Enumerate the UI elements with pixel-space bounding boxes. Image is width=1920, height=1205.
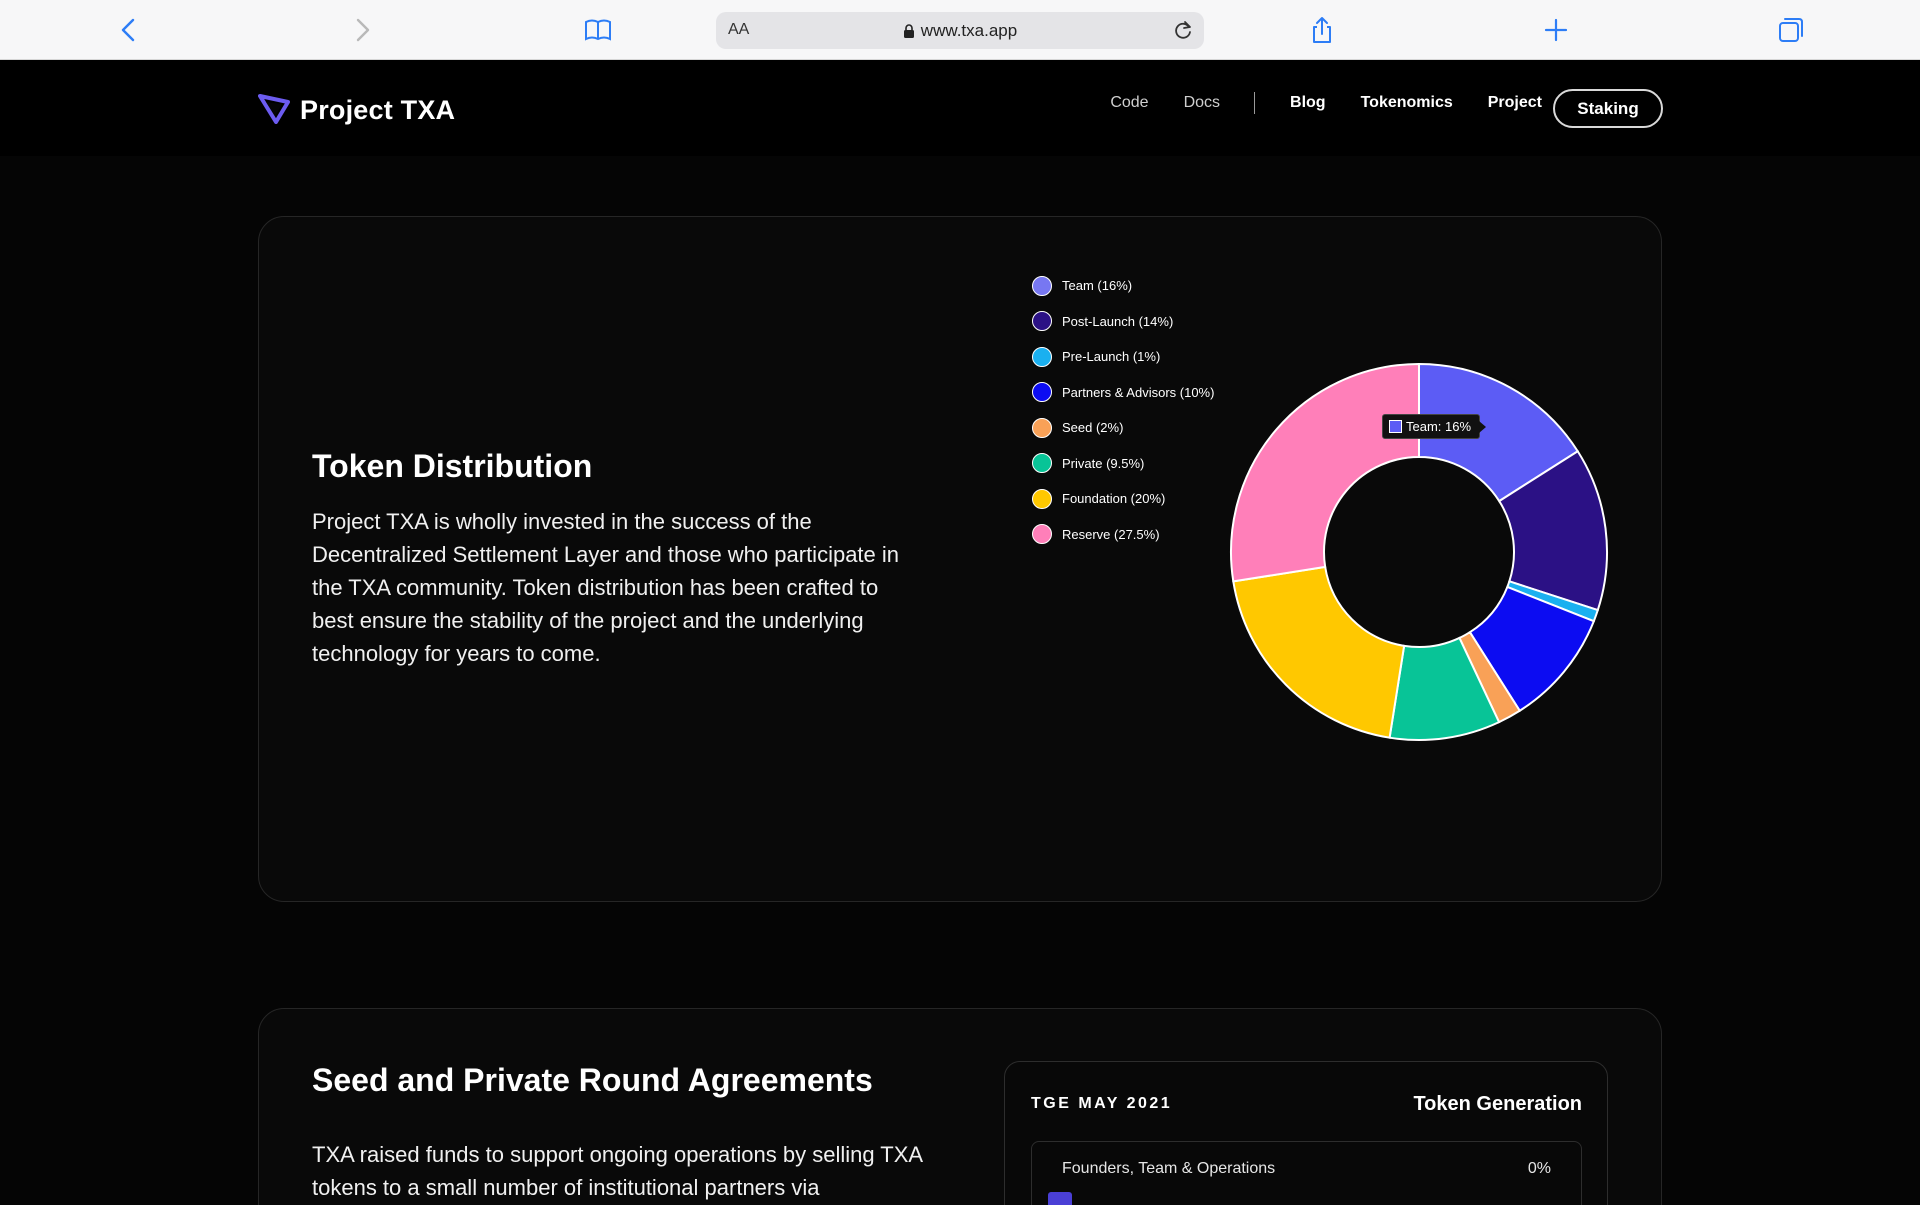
- legend-swatch: [1032, 488, 1052, 509]
- token-distribution-donut-chart[interactable]: [1227, 360, 1611, 744]
- back-icon[interactable]: [113, 14, 145, 46]
- legend-item[interactable]: Post-Launch (14%): [1032, 304, 1214, 340]
- legend-item[interactable]: Pre-Launch (1%): [1032, 339, 1214, 375]
- legend-item[interactable]: Partners & Advisors (10%): [1032, 375, 1214, 411]
- reload-icon[interactable]: [1172, 19, 1194, 46]
- nav-link-blog[interactable]: Blog: [1290, 94, 1326, 111]
- legend-item[interactable]: Seed (2%): [1032, 410, 1214, 446]
- token-distribution-title: Token Distribution: [312, 448, 593, 484]
- row-value: 0%: [1527, 1160, 1551, 1177]
- nav-divider: [1254, 92, 1256, 114]
- new-tab-icon[interactable]: [1540, 14, 1572, 46]
- legend-label: Post-Launch (14%): [1062, 313, 1174, 329]
- nav-link-docs[interactable]: Docs: [1183, 94, 1221, 111]
- seed-private-title: Seed and Private Round Agreements: [312, 1062, 873, 1098]
- legend-swatch: [1032, 275, 1052, 296]
- legend-swatch: [1032, 346, 1052, 367]
- tge-date-label: TGE MAY 2021: [1031, 1095, 1173, 1112]
- legend-swatch: [1032, 417, 1052, 438]
- table-row: Founders, Team & Operations 0%: [1062, 1160, 1551, 1184]
- chart-legend: Team (16%) Post-Launch (14%) Pre-Launch (1…: [1032, 268, 1214, 552]
- browser-toolbar: AA www.txa.app: [0, 0, 1920, 60]
- address-bar[interactable]: AA www.txa.app: [716, 12, 1204, 49]
- brand-name: Project TXA: [300, 95, 456, 125]
- share-icon[interactable]: [1306, 14, 1338, 46]
- legend-label: Reserve (27.5%): [1062, 526, 1160, 542]
- legend-label: Partners & Advisors (10%): [1062, 384, 1215, 400]
- legend-swatch: [1032, 453, 1052, 474]
- token-distribution-text: Project TXA is wholly invested in the su…: [312, 509, 900, 666]
- seed-private-text: TXA raised funds to support ongoing oper…: [312, 1142, 922, 1200]
- donut-slice-foundation[interactable]: [1232, 565, 1406, 739]
- tabs-overview-icon[interactable]: [1775, 14, 1807, 46]
- legend-item[interactable]: Reserve (27.5%): [1032, 517, 1214, 553]
- token-distribution-card: [258, 216, 1662, 902]
- legend-label: Seed (2%): [1062, 420, 1124, 436]
- logo-icon: [258, 92, 290, 129]
- legend-item[interactable]: Foundation (20%): [1032, 481, 1214, 517]
- donut-slice-reserve[interactable]: [1230, 362, 1420, 583]
- site-header: Project TXA Code Docs Blog Tokenomics Pr…: [0, 60, 1920, 156]
- nav-link-tokenomics[interactable]: Tokenomics: [1360, 94, 1453, 111]
- reader-mode-button[interactable]: AA: [728, 21, 750, 38]
- legend-label: Private (9.5%): [1062, 455, 1145, 471]
- legend-item[interactable]: Private (9.5%): [1032, 446, 1214, 482]
- nav-link-code[interactable]: Code: [1110, 94, 1149, 111]
- row-label: Founders, Team & Operations: [1062, 1160, 1276, 1177]
- tooltip-swatch: [1389, 420, 1402, 433]
- legend-swatch: [1032, 524, 1052, 545]
- legend-label: Pre-Launch (1%): [1062, 349, 1161, 365]
- url-text: www.txa.app: [920, 21, 1018, 40]
- brand-link[interactable]: Project TXA: [258, 92, 455, 129]
- legend-swatch: [1032, 382, 1052, 403]
- staking-button[interactable]: Staking: [1553, 89, 1663, 128]
- chart-tooltip: Team: 16%: [1382, 414, 1487, 439]
- tooltip-text: Team: 16%: [1406, 419, 1472, 434]
- legend-item[interactable]: Team (16%): [1032, 268, 1214, 304]
- lock-icon: [903, 24, 915, 38]
- row-color-swatch: [1048, 1192, 1072, 1205]
- nav-link-project[interactable]: Project: [1487, 94, 1542, 111]
- tge-heading: Token Generation: [1413, 1093, 1582, 1115]
- tge-schedule-card: [1004, 1061, 1608, 1205]
- forward-icon[interactable]: [346, 14, 378, 46]
- legend-label: Foundation (20%): [1062, 491, 1166, 507]
- legend-swatch: [1032, 311, 1052, 332]
- bookmarks-icon[interactable]: [582, 14, 614, 46]
- tge-table: Founders, Team & Operations 0%: [1031, 1141, 1582, 1205]
- legend-label: Team (16%): [1062, 278, 1133, 294]
- nav-links: Code Docs Blog Tokenomics Project: [1075, 92, 1542, 114]
- donut-slice-team[interactable]: [1418, 362, 1580, 503]
